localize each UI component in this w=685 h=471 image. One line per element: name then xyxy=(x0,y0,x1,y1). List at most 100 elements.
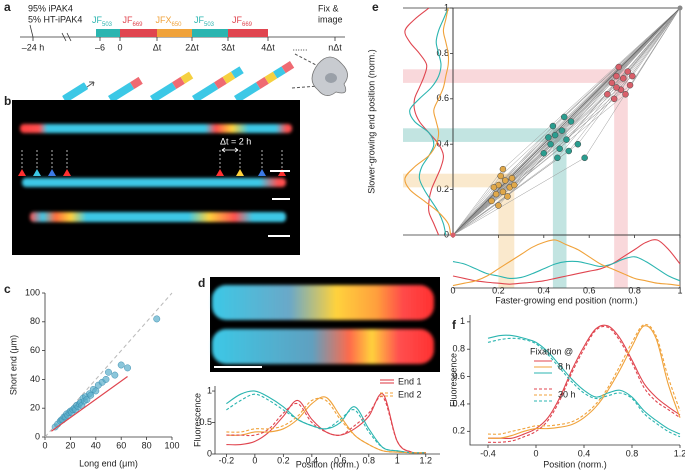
line-series xyxy=(487,334,681,435)
filament xyxy=(62,82,88,103)
point xyxy=(574,140,582,148)
filament xyxy=(180,71,194,84)
y-tick-label: 0.4 xyxy=(452,398,465,408)
point xyxy=(495,202,502,209)
triangle xyxy=(236,169,244,176)
scale-bars xyxy=(268,170,290,237)
point xyxy=(490,184,498,191)
dye-segment xyxy=(157,29,192,37)
y-axis-label: Short end (μm) xyxy=(8,335,18,395)
point xyxy=(511,181,518,189)
panel-letter: d xyxy=(198,276,205,290)
timeline-label: –6 xyxy=(95,42,105,52)
timeline-label: 3Δt xyxy=(221,42,235,52)
filament xyxy=(222,71,236,84)
y-tick-label: 1 xyxy=(444,2,449,12)
point xyxy=(551,131,559,139)
point xyxy=(622,91,629,98)
legend-label: End 2 xyxy=(398,389,422,399)
filament xyxy=(150,82,177,103)
legend-label: 30 h xyxy=(558,389,576,399)
point xyxy=(501,177,509,184)
line-series xyxy=(226,393,426,454)
filament xyxy=(264,71,278,84)
y-tick-label: 40 xyxy=(30,374,40,384)
point xyxy=(545,134,552,141)
filament xyxy=(192,82,219,103)
legend-title: Fixation @ xyxy=(530,346,573,356)
point xyxy=(563,136,570,143)
x-tick-label: 0.4 xyxy=(306,455,319,465)
filament xyxy=(130,76,143,90)
timeline-label: 2Δt xyxy=(185,42,199,52)
point xyxy=(624,68,632,75)
dye-name: JF xyxy=(122,15,133,25)
point xyxy=(83,396,91,404)
triangle xyxy=(216,169,224,176)
y-tick-label: 0.6 xyxy=(452,371,465,381)
filaments xyxy=(20,124,292,222)
dye-label: JF503 xyxy=(92,15,113,27)
marginal-curve xyxy=(452,239,681,285)
zoom-line xyxy=(291,53,319,89)
timeline-label: 4Δt xyxy=(261,42,275,52)
point xyxy=(508,175,516,182)
filament xyxy=(273,66,286,79)
triangle xyxy=(63,169,71,176)
y-tick-label: 0.8 xyxy=(452,344,465,354)
point xyxy=(153,315,161,323)
filament xyxy=(212,329,434,364)
fix-label: image xyxy=(318,14,343,24)
x-tick-label: 0.2 xyxy=(277,455,290,465)
y-tick-label: 1 xyxy=(207,385,212,395)
line-series xyxy=(226,393,426,454)
point xyxy=(549,122,557,130)
dye-segment xyxy=(192,29,228,37)
arrow xyxy=(29,24,34,38)
line-series xyxy=(226,396,426,454)
y-tick-label: 60 xyxy=(30,345,40,355)
filament-cartoon xyxy=(62,53,348,103)
point xyxy=(554,154,561,162)
axis-break xyxy=(61,32,72,42)
point xyxy=(540,150,548,157)
point xyxy=(105,368,112,376)
filaments xyxy=(212,285,434,364)
timeline-label: 0 xyxy=(117,42,122,52)
x-tick-label: 0.8 xyxy=(628,285,641,295)
panel-letter: f xyxy=(452,318,457,332)
point xyxy=(608,79,616,87)
point xyxy=(567,118,575,125)
x-tick-label: 0 xyxy=(252,455,257,465)
dye-name: JFX xyxy=(155,15,171,25)
dye-name: JF xyxy=(92,15,103,25)
arrowhead xyxy=(89,81,95,87)
marginal-curve xyxy=(409,7,449,236)
line-series xyxy=(226,397,426,454)
panel-letter: a xyxy=(4,0,11,14)
point xyxy=(92,387,100,395)
timeline-label: Δt xyxy=(153,42,162,52)
timeline-label: ...... xyxy=(292,42,307,52)
filament xyxy=(108,82,135,103)
y-tick-label: 0.2 xyxy=(452,426,465,436)
band xyxy=(552,128,567,288)
filament xyxy=(214,76,227,90)
triangles xyxy=(18,169,286,176)
diagonal xyxy=(452,7,681,236)
timeline-label: –24 h xyxy=(22,42,45,52)
band xyxy=(614,69,628,288)
point xyxy=(102,375,110,383)
marginal-curve xyxy=(452,239,681,287)
point xyxy=(87,391,95,399)
point xyxy=(620,75,627,82)
dye-segment xyxy=(120,29,157,37)
filament xyxy=(256,76,269,90)
point xyxy=(556,145,563,152)
nucleus xyxy=(325,73,337,83)
line-series xyxy=(487,325,681,443)
y-tick-label: 1 xyxy=(460,316,465,326)
panel-letter: e xyxy=(372,0,379,14)
dye-segment xyxy=(96,29,120,37)
